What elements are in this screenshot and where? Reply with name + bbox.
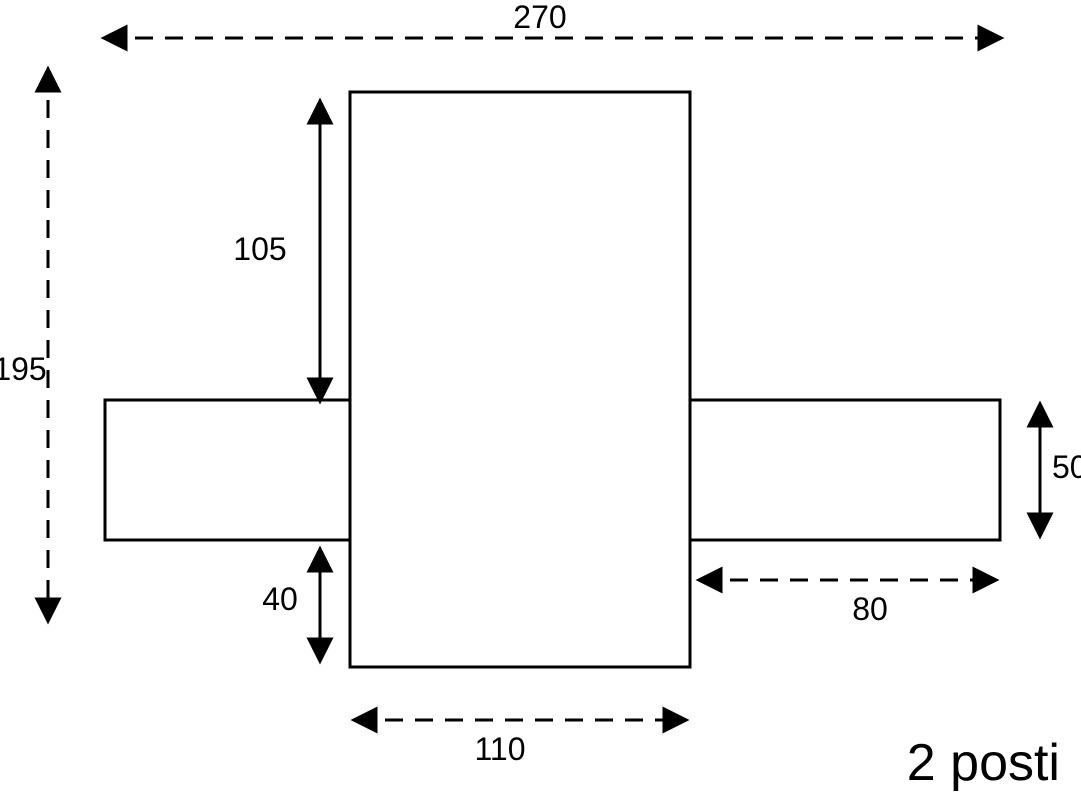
technical-drawing: 270 195 105 40 110 80 50 2 posti bbox=[0, 0, 1081, 800]
dim-arm-height-label: 50 bbox=[1052, 449, 1081, 485]
dim-lower-height-label: 40 bbox=[262, 581, 298, 617]
dimension-lines bbox=[48, 38, 1040, 720]
dim-right-arm-width-label: 80 bbox=[852, 591, 888, 627]
dim-bottom-width-label: 110 bbox=[474, 731, 525, 767]
dim-total-height-label: 195 bbox=[0, 351, 47, 387]
hidden-lines bbox=[350, 400, 690, 540]
dim-total-width-label: 270 bbox=[513, 0, 566, 35]
diagram-title: 2 posti bbox=[907, 734, 1060, 792]
dim-upper-height-label: 105 bbox=[233, 231, 286, 267]
